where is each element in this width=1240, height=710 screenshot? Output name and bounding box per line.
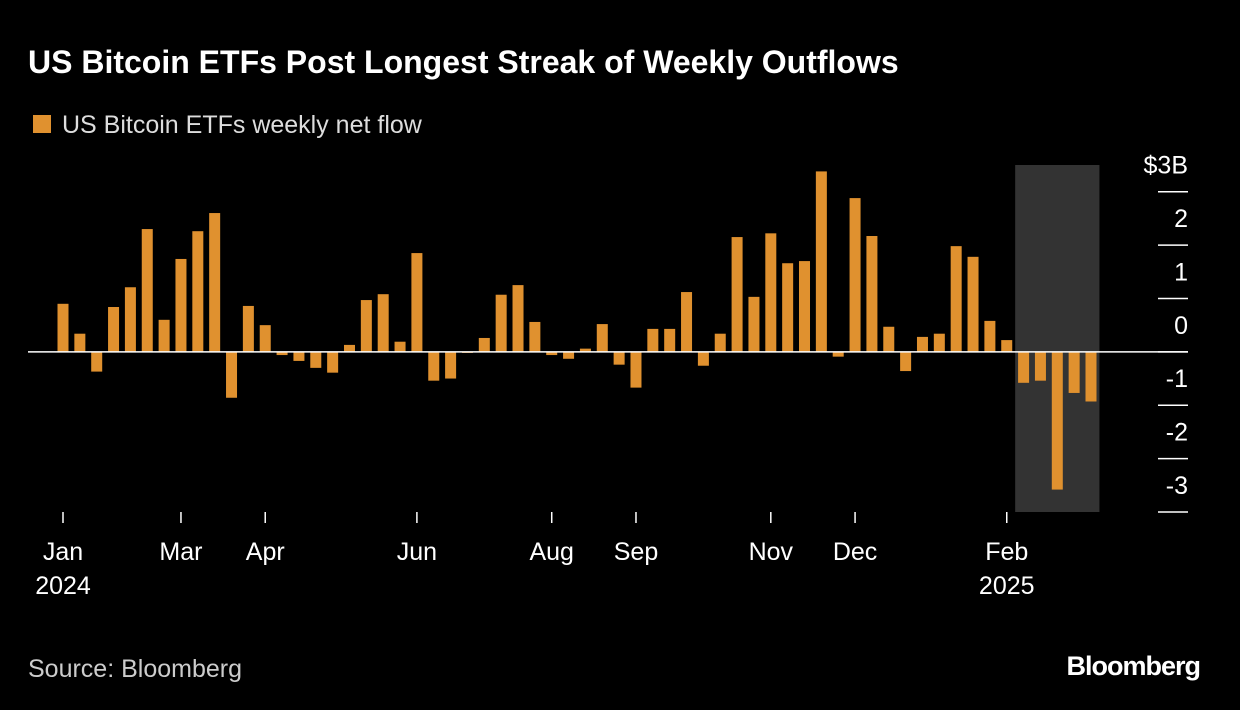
- x-tick-label: Jun: [397, 538, 437, 566]
- bar: [495, 294, 507, 352]
- bar: [714, 333, 726, 352]
- x-tick-label: Apr: [246, 538, 285, 566]
- bar: [664, 328, 676, 352]
- brand-logo: Bloomberg: [1066, 651, 1200, 681]
- legend-label: US Bitcoin ETFs weekly net flow: [62, 111, 423, 139]
- bar: [242, 305, 254, 352]
- bar: [394, 341, 406, 352]
- bar: [579, 348, 591, 352]
- y-tick-label: -1: [1166, 365, 1188, 393]
- bar: [124, 287, 136, 352]
- bar: [782, 263, 794, 352]
- bar: [512, 285, 524, 352]
- bar: [276, 351, 288, 356]
- x-tick-label: Sep: [614, 538, 658, 566]
- bar: [731, 237, 743, 352]
- bar: [74, 333, 86, 352]
- chart-title: US Bitcoin ETFs Post Longest Streak of W…: [28, 44, 899, 80]
- bar: [546, 351, 558, 356]
- bar: [563, 351, 575, 359]
- bar: [596, 324, 608, 352]
- bar: [1068, 351, 1080, 393]
- bar: [108, 307, 120, 352]
- y-tick-label: $3B: [1144, 152, 1188, 180]
- bar: [967, 256, 979, 352]
- bar: [765, 233, 777, 352]
- bar: [950, 246, 962, 352]
- y-tick-label: 2: [1174, 205, 1188, 233]
- bar: [377, 294, 389, 352]
- bar: [259, 325, 271, 352]
- y-tick-label: -2: [1166, 419, 1188, 447]
- bar: [327, 351, 339, 373]
- bar: [310, 351, 322, 368]
- bar: [1051, 351, 1063, 490]
- bar: [933, 333, 945, 352]
- bar: [681, 292, 693, 352]
- bar: [445, 351, 457, 379]
- bar: [1001, 340, 1013, 352]
- bar: [209, 213, 221, 352]
- bar: [984, 320, 996, 352]
- bar: [428, 351, 440, 381]
- bar: [916, 336, 928, 352]
- bar: [832, 351, 844, 357]
- bar: [697, 351, 709, 366]
- bar: [91, 351, 103, 372]
- bar: [866, 236, 878, 352]
- bar: [293, 351, 305, 361]
- bar: [158, 319, 170, 352]
- x-tick-label: Feb 2025: [979, 538, 1035, 600]
- plot-area: $3B 2 1 0 -1 -2 -3 Jan 2024 Mar Apr Jun Aug Sep Nov Dec…: [28, 152, 1188, 600]
- bar: [630, 351, 642, 388]
- bar: [360, 300, 372, 352]
- bar: [192, 231, 204, 352]
- bar: [799, 261, 811, 352]
- bar: [175, 258, 187, 352]
- bar: [57, 303, 69, 352]
- bar: [883, 326, 895, 352]
- bar: [900, 351, 912, 372]
- bar: [613, 351, 625, 365]
- bar: [1018, 351, 1030, 383]
- bar: [411, 253, 423, 352]
- x-tick-label: Dec: [833, 538, 877, 566]
- source-note: Source: Bloomberg: [28, 655, 242, 683]
- bar: [815, 171, 827, 352]
- bar: [647, 328, 659, 352]
- bar: [141, 229, 153, 352]
- y-tick-label: 1: [1174, 258, 1188, 286]
- bar: [226, 351, 238, 398]
- bar: [343, 344, 355, 352]
- x-tick-label: Aug: [529, 538, 573, 566]
- legend-swatch: [33, 115, 51, 133]
- x-tick-label: Mar: [159, 538, 202, 566]
- x-tick-label: Nov: [749, 538, 794, 566]
- bar: [1034, 351, 1046, 381]
- x-tick-label: Jan 2024: [35, 538, 91, 600]
- y-tick-label: -3: [1166, 472, 1188, 500]
- y-tick-label: 0: [1174, 312, 1188, 340]
- bar: [529, 321, 541, 352]
- bar: [849, 198, 861, 352]
- bar: [1085, 351, 1097, 402]
- bar: [748, 296, 760, 352]
- bar: [478, 337, 490, 352]
